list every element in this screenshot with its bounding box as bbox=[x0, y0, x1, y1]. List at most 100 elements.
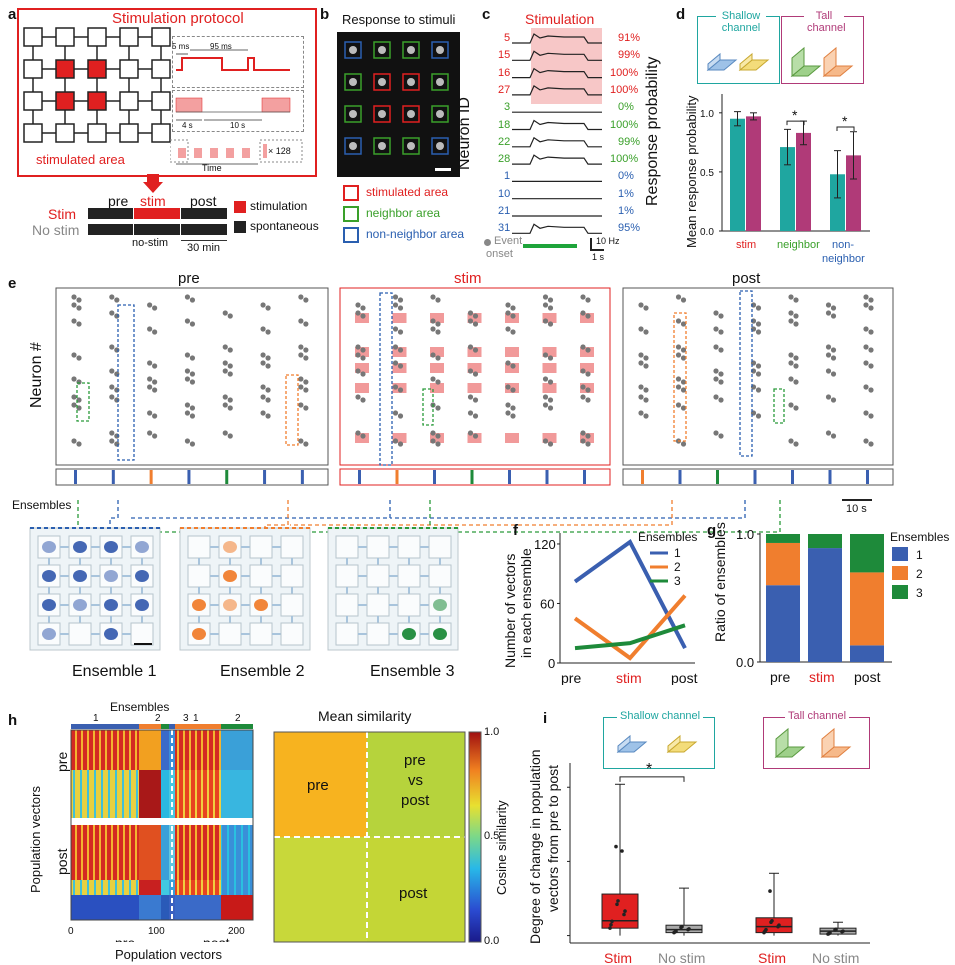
spike-dot bbox=[222, 344, 228, 350]
sim-block bbox=[71, 895, 139, 920]
spike-dot bbox=[680, 379, 687, 385]
ensemble-cell bbox=[223, 599, 237, 611]
spike-dot bbox=[580, 384, 586, 390]
spike-dot bbox=[863, 344, 869, 350]
spike-dot bbox=[472, 313, 479, 319]
data-point bbox=[616, 899, 620, 903]
spike-dot bbox=[825, 394, 832, 400]
spike-dot bbox=[109, 294, 115, 300]
electrode-pad bbox=[55, 123, 75, 143]
neuron-id: 10 bbox=[498, 187, 511, 200]
stim-patch bbox=[542, 347, 557, 357]
cbar-tick-05: 0.5 bbox=[484, 830, 500, 842]
ensemble-cell bbox=[104, 570, 118, 582]
spike-dot bbox=[147, 410, 153, 416]
stack-seg-1 bbox=[766, 585, 800, 662]
ensemble-cell bbox=[42, 541, 56, 553]
panel-h-label: h bbox=[8, 712, 18, 729]
map-pad bbox=[68, 622, 92, 646]
electrode-pad bbox=[55, 27, 75, 47]
spike-dot bbox=[718, 379, 724, 385]
legend-title: Ensembles bbox=[638, 530, 697, 544]
spike-dot bbox=[638, 394, 644, 400]
panel-f-ylabel-1: Number of vectors bbox=[502, 553, 518, 668]
spike-dot bbox=[265, 387, 271, 393]
map-pad bbox=[397, 535, 421, 559]
stack-seg-3 bbox=[850, 534, 884, 573]
spike-dot bbox=[184, 410, 191, 416]
outlier bbox=[620, 849, 624, 853]
spike-dot bbox=[152, 363, 158, 369]
ens-bar bbox=[175, 724, 221, 729]
x-label-stim: stim bbox=[736, 239, 756, 251]
spike-dot bbox=[863, 410, 869, 416]
sim-block bbox=[161, 825, 169, 880]
y-tick-label: 0.0 bbox=[700, 227, 714, 238]
ensemble-tick bbox=[641, 470, 644, 484]
micrograph bbox=[337, 32, 460, 177]
stim-patch bbox=[430, 383, 444, 393]
row-nostim: No stim bbox=[32, 222, 80, 238]
sim-block bbox=[71, 770, 139, 818]
spike-dot bbox=[355, 344, 361, 350]
spike-dot bbox=[298, 384, 304, 390]
cbar-tick-0: 0.0 bbox=[484, 935, 500, 947]
spike-dot bbox=[298, 438, 304, 444]
spike-dot bbox=[755, 413, 762, 419]
protocol-title: Stimulation protocol bbox=[112, 10, 244, 27]
data-point bbox=[610, 919, 614, 924]
spike-dot bbox=[355, 352, 361, 358]
spike-dot bbox=[76, 397, 82, 403]
stack-seg-1 bbox=[808, 548, 842, 662]
spike-dot bbox=[430, 352, 436, 358]
spike-dot bbox=[580, 394, 586, 400]
spike-dot bbox=[713, 344, 719, 350]
spike-dot bbox=[643, 363, 649, 369]
data-point bbox=[608, 926, 612, 930]
spike-dot bbox=[788, 310, 794, 316]
ensemble-tick bbox=[753, 470, 757, 484]
spike-dot bbox=[680, 297, 687, 303]
stim-patch bbox=[542, 313, 557, 323]
i-shallow-icon bbox=[616, 734, 698, 754]
spike-dot bbox=[755, 371, 762, 377]
spike-dot bbox=[510, 313, 516, 319]
spike-dot bbox=[713, 310, 719, 316]
sim-block bbox=[161, 770, 169, 818]
panel-c-label: c bbox=[482, 6, 491, 23]
roi-box bbox=[402, 137, 420, 155]
response-prob: 91% bbox=[618, 32, 641, 44]
spike-dot bbox=[713, 376, 719, 382]
data-point bbox=[674, 929, 678, 933]
spike-dot bbox=[713, 430, 719, 436]
stim-patch bbox=[392, 433, 407, 443]
stack-seg-2 bbox=[850, 572, 884, 646]
spike-dot bbox=[580, 368, 586, 374]
response-prob: 100% bbox=[610, 66, 639, 79]
legend-swatch bbox=[892, 566, 908, 580]
spike-dot bbox=[830, 305, 837, 311]
spike-dot bbox=[825, 302, 832, 308]
spike-dot bbox=[184, 294, 191, 300]
ensemble-tick bbox=[300, 470, 304, 484]
ensemble-cell bbox=[223, 570, 237, 582]
spike-dot bbox=[360, 397, 366, 403]
x-label-nonneighbor-2: neighbor bbox=[822, 253, 865, 265]
matrix-frame bbox=[70, 729, 254, 921]
legend-stim-swatch bbox=[234, 201, 246, 213]
spike-dot bbox=[472, 371, 479, 377]
spike-dot bbox=[863, 360, 869, 366]
spike-dot bbox=[147, 302, 153, 308]
spike-dot bbox=[788, 352, 794, 358]
spike-dot bbox=[147, 360, 153, 366]
electrode-pad bbox=[151, 91, 171, 111]
spike-dot bbox=[718, 371, 724, 377]
cell-pre: pre bbox=[307, 777, 329, 794]
panel-g-label: g bbox=[707, 522, 717, 539]
panel-c-title: Stimulation bbox=[525, 11, 595, 27]
legend-entry: 2 bbox=[674, 560, 681, 574]
panel-b-label: b bbox=[320, 6, 330, 23]
spike-dot bbox=[360, 355, 366, 361]
spike-dot bbox=[788, 318, 794, 324]
